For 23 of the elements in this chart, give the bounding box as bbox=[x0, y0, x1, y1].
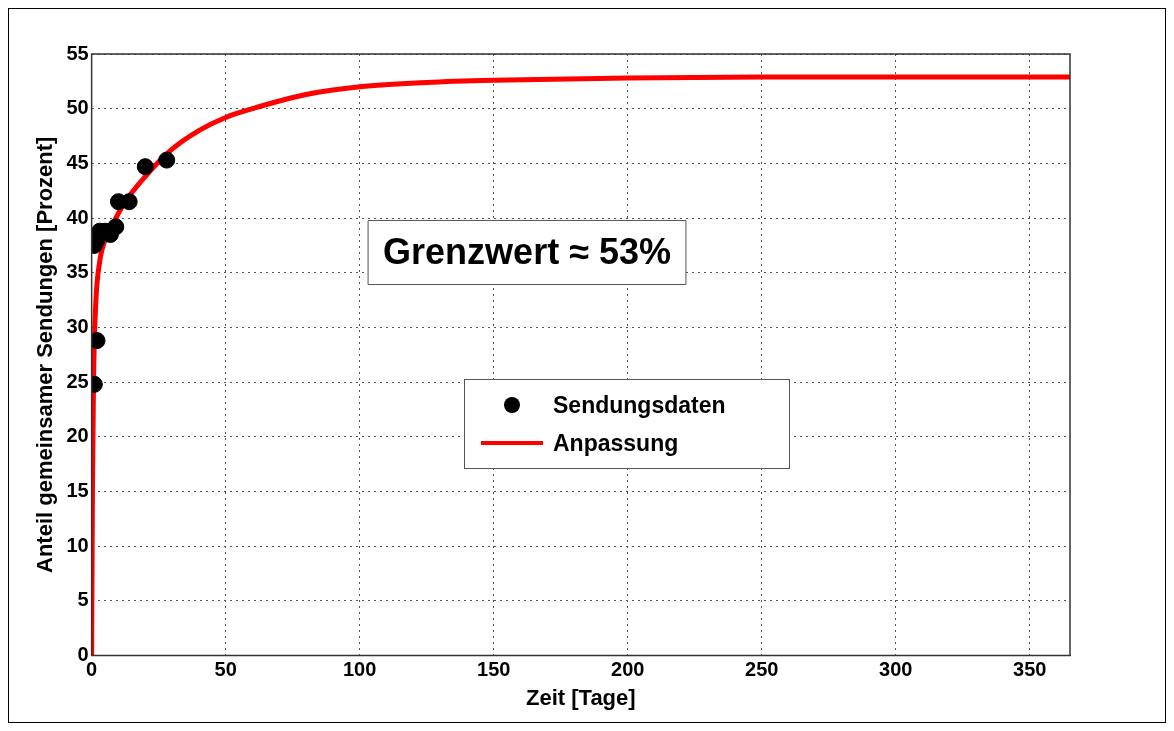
x-tick-label: 100 bbox=[343, 658, 377, 681]
y-tick-label: 25 bbox=[66, 369, 89, 392]
y-tick-label: 40 bbox=[66, 205, 89, 228]
y-axis-title: Anteil gemeinsamer Sendungen [Prozent] bbox=[32, 136, 58, 573]
y-tick-label: 15 bbox=[66, 479, 89, 502]
y-tick-label: 35 bbox=[66, 260, 89, 283]
y-tick-label: 55 bbox=[66, 41, 89, 64]
x-tick-label: 50 bbox=[214, 658, 237, 681]
y-tick-label: 45 bbox=[66, 150, 89, 173]
y-tick-label: 20 bbox=[66, 424, 89, 447]
x-tick-label: 300 bbox=[879, 658, 913, 681]
x-axis-title: Zeit [Tage] bbox=[526, 684, 636, 710]
x-tick-label: 250 bbox=[745, 658, 779, 681]
y-tick-label: 50 bbox=[66, 96, 89, 119]
y-tick-label: 30 bbox=[66, 314, 89, 337]
x-tick-label: 150 bbox=[477, 658, 511, 681]
x-tick-label: 200 bbox=[611, 658, 645, 681]
x-tick-label: 350 bbox=[1013, 658, 1047, 681]
legend-label: Sendungsdaten bbox=[553, 391, 726, 419]
annotation: Grenzwert ≈ 53% bbox=[383, 231, 671, 273]
y-tick-label: 10 bbox=[66, 533, 89, 556]
y-tick-label: 5 bbox=[77, 588, 89, 611]
legend-label: Anpassung bbox=[553, 429, 679, 457]
